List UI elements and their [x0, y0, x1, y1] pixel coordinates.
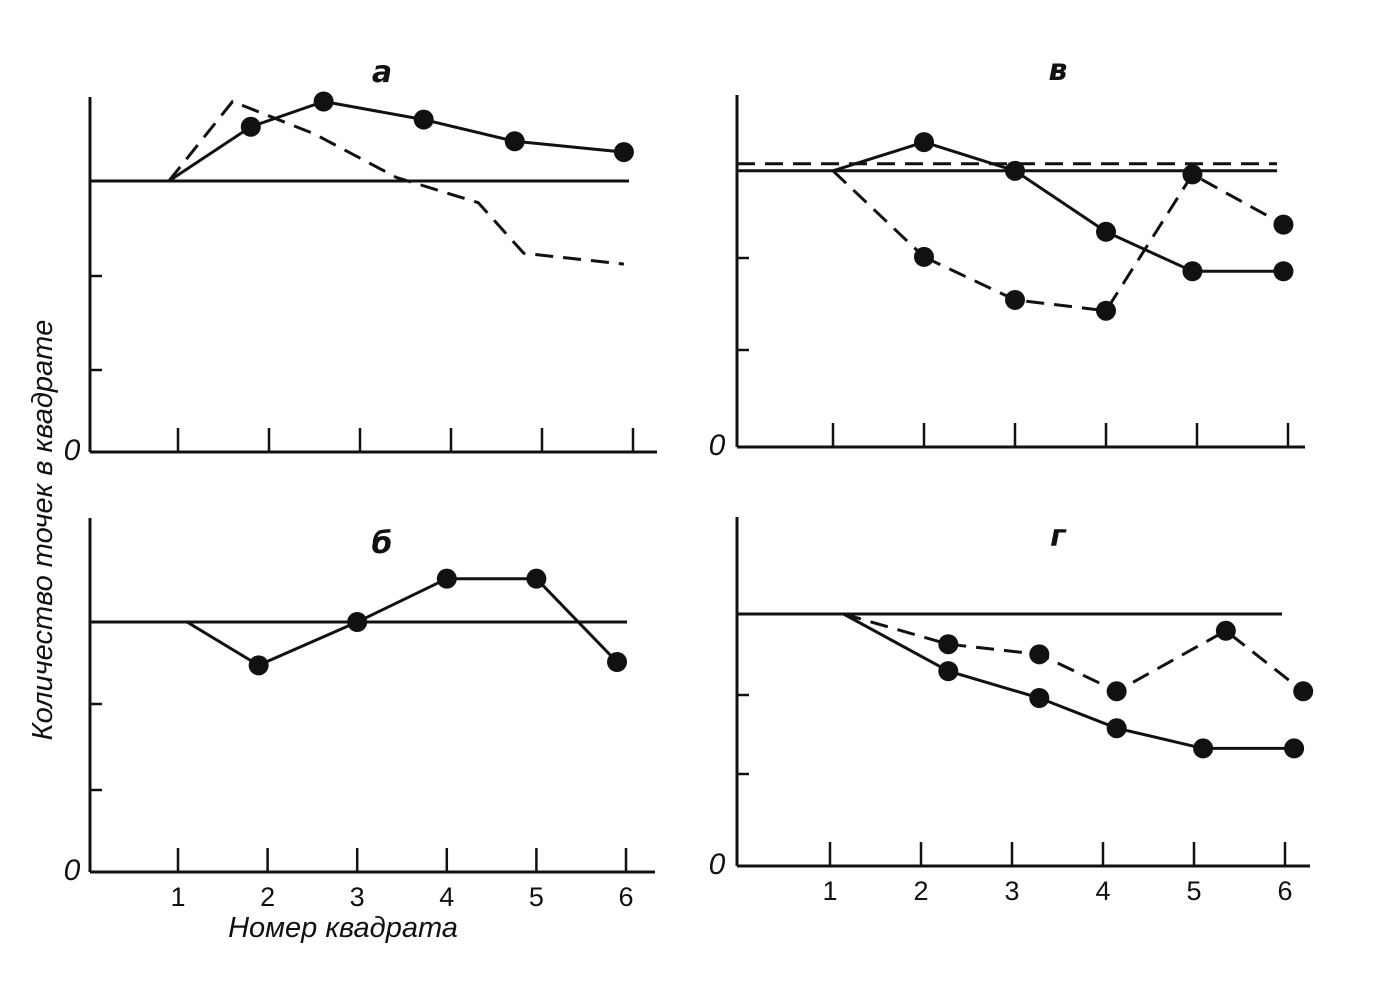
x-tick-label: 1 [822, 876, 837, 906]
data-point [1182, 164, 1203, 185]
data-point [1096, 221, 1116, 242]
data-point [313, 91, 334, 112]
series-line-dashed [831, 169, 926, 258]
y-zero-label: 0 [64, 854, 81, 887]
y-zero-label: 0 [709, 429, 726, 462]
x-tick-label: 4 [1095, 876, 1110, 906]
panel-title: б [372, 526, 393, 561]
series-line-solid [842, 612, 1295, 750]
data-point [1284, 738, 1305, 759]
panel-a: а0 [64, 55, 657, 467]
data-point [613, 142, 634, 163]
data-point [248, 655, 269, 676]
data-point [1096, 300, 1116, 321]
data-point [914, 132, 934, 153]
x-tick-label: 3 [1004, 876, 1019, 906]
series-line-dashed [923, 172, 1285, 313]
data-point [240, 116, 261, 137]
x-tick-label: 5 [1186, 876, 1201, 906]
series-line-solid [186, 577, 619, 667]
y-zero-label: 0 [709, 848, 726, 881]
panel-b: б 0 1 2 3 4 5 6 [64, 518, 655, 912]
data-point [1005, 289, 1025, 310]
series-line-solid [832, 140, 1284, 273]
data-point [938, 634, 959, 655]
data-point [526, 568, 547, 589]
x-tick-label: 5 [529, 882, 544, 912]
data-point [607, 652, 628, 672]
x-tick-label: 2 [913, 876, 928, 906]
panel-g: г 0 1 2 3 4 5 6 [709, 517, 1314, 906]
data-point [938, 661, 959, 682]
series-line-dashed [167, 100, 625, 266]
data-point [413, 109, 434, 130]
x-tick-label: 2 [260, 882, 275, 912]
x-tick-label: 6 [618, 882, 633, 912]
x-tick-label: 4 [439, 882, 454, 912]
series-line-dashed [843, 612, 949, 646]
data-point [1273, 261, 1294, 282]
data-point [1005, 160, 1025, 181]
x-tick-label: 6 [1277, 876, 1292, 906]
data-point [504, 131, 525, 152]
data-point [436, 568, 457, 589]
data-point [1193, 738, 1214, 759]
data-point [1182, 261, 1203, 282]
x-axis-title: Номер квадрата [228, 912, 458, 944]
x-tick-label: 1 [170, 882, 185, 912]
data-point [1029, 688, 1050, 708]
panel-title: г [1050, 519, 1067, 554]
x-tick-label: 3 [350, 882, 365, 912]
data-point [347, 612, 368, 632]
data-point [1293, 681, 1314, 702]
data-point [1273, 214, 1294, 235]
panel-title: а [372, 55, 392, 90]
y-axis-title: Количество точек в квадрате [27, 320, 59, 741]
data-point [1029, 644, 1050, 665]
series-line-solid [168, 100, 625, 183]
data-point [1106, 718, 1127, 739]
data-point [914, 246, 934, 267]
panel-v: в0 [709, 53, 1305, 462]
series-line-dashed [948, 629, 1305, 693]
data-point [1106, 681, 1127, 702]
y-zero-label: 0 [64, 434, 81, 467]
data-point [1215, 620, 1236, 641]
panel-title: в [1049, 53, 1068, 88]
